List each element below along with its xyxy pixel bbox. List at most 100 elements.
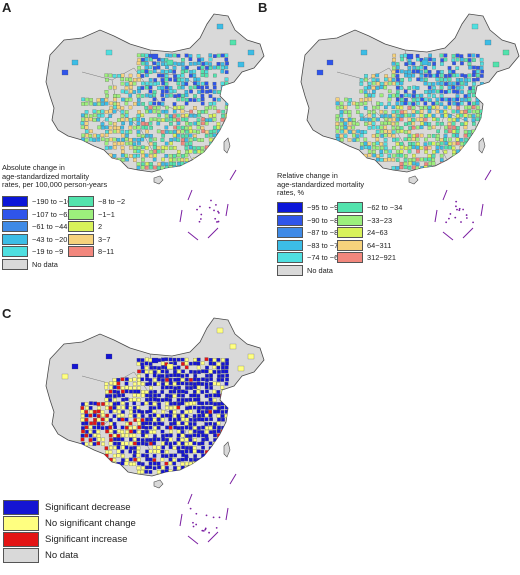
district-cell [472, 101, 476, 106]
district-cell [435, 97, 440, 102]
district-cell [104, 382, 109, 386]
island [408, 175, 419, 185]
district-cell [201, 413, 205, 418]
island-dot [198, 220, 201, 223]
district-cell [380, 81, 384, 86]
district-cell [89, 421, 93, 426]
district-cell [153, 149, 157, 154]
district-cell [208, 89, 213, 94]
district-cell [188, 405, 193, 410]
district-cell [352, 138, 357, 142]
district-cell [152, 66, 157, 70]
district-cell [193, 397, 197, 402]
district-cell [145, 373, 149, 378]
district-cell [204, 110, 209, 114]
district-cell [443, 134, 448, 138]
district-cell [197, 61, 201, 66]
district-cell [193, 361, 197, 366]
panel-b-map [300, 13, 520, 241]
district-cell [471, 86, 476, 90]
district-cell [144, 434, 149, 438]
district-cell [364, 122, 368, 126]
district-cell [367, 85, 372, 90]
district-cell [180, 125, 185, 130]
district-cell [451, 146, 456, 150]
district-cell [416, 101, 420, 106]
district-cell [479, 57, 484, 62]
district-cell [455, 133, 460, 138]
district-cell [205, 437, 209, 442]
district-cell [356, 129, 360, 134]
district-cell [432, 86, 436, 90]
district-cell [391, 61, 396, 66]
district-cell [104, 101, 109, 106]
district-cell [476, 73, 480, 78]
district-cell [376, 105, 381, 110]
district-cell [140, 74, 145, 78]
district-cell [188, 73, 193, 78]
district-cell [359, 78, 364, 82]
district-cell [185, 373, 189, 378]
district-cell [136, 162, 141, 166]
sea-boundary-dashes [179, 473, 237, 545]
district-cell [84, 402, 89, 406]
district-cell [455, 114, 460, 118]
district-cell [124, 461, 129, 466]
district-cell [476, 105, 480, 110]
district-cell [411, 69, 416, 74]
district-cell [84, 114, 89, 118]
panel-a-label: A [2, 0, 12, 15]
district-cell [208, 441, 213, 446]
district-cell [440, 58, 444, 63]
district-cell [431, 141, 436, 146]
district-cell [81, 133, 86, 138]
district-cell [112, 409, 117, 414]
district-cell [427, 82, 432, 86]
district-cell [204, 134, 209, 138]
district-cell [136, 114, 141, 118]
district-cell [109, 457, 113, 462]
district-cell [132, 393, 137, 398]
district-cell [459, 101, 464, 106]
district-cell [144, 69, 149, 74]
district-cell [197, 426, 201, 430]
district-cell [383, 133, 388, 138]
district-cell [92, 442, 97, 446]
district-cell [367, 93, 372, 98]
district-cell [217, 158, 221, 162]
district-cell [188, 62, 193, 66]
district-cell [177, 161, 181, 166]
district-cell [443, 90, 448, 94]
district-cell [380, 134, 384, 138]
district-cell [169, 117, 173, 122]
district-cell [204, 385, 209, 390]
district-cell [404, 73, 408, 78]
district-cell [145, 438, 149, 442]
district-cell [403, 110, 408, 114]
district-cell [177, 441, 181, 446]
district-cell [101, 137, 105, 142]
district-cell [400, 101, 404, 106]
district-cell [120, 449, 125, 454]
district-cell [149, 386, 153, 390]
legend-swatch [337, 252, 363, 263]
district-cell [149, 365, 154, 370]
district-cell [396, 65, 400, 70]
district-cell [224, 365, 229, 370]
district-cell [431, 113, 436, 118]
district-cell [399, 97, 404, 102]
district-cell [184, 466, 189, 470]
district-cell [148, 138, 153, 142]
district-cell [339, 122, 344, 126]
district-cell [116, 437, 121, 442]
district-cell [136, 130, 141, 134]
district-cell [348, 98, 352, 102]
district-cell [416, 77, 421, 82]
district-cell [164, 114, 169, 118]
island-dot [210, 199, 212, 202]
district-cell [371, 134, 376, 138]
district-cell [220, 374, 225, 378]
district-cell [212, 65, 217, 70]
district-cell [176, 153, 181, 158]
district-cell [407, 66, 412, 70]
